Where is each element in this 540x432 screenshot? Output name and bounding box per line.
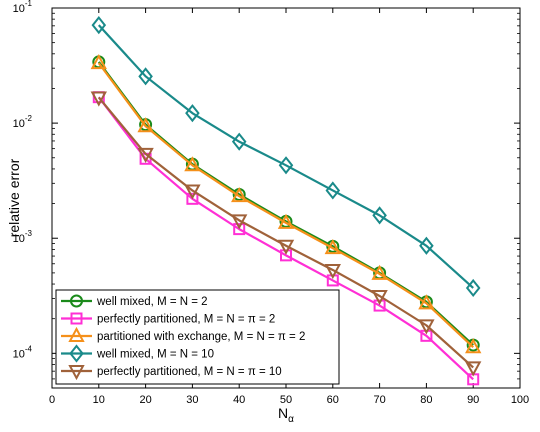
- x-axis-label-subscript: α: [288, 414, 294, 425]
- series-5: [90, 91, 482, 377]
- y-tick-base: 10: [13, 233, 25, 245]
- legend-box: [55, 289, 340, 385]
- data-point: [418, 294, 435, 310]
- data-point: [465, 361, 482, 377]
- series-line: [97, 96, 474, 369]
- y-tick-exponent: -1: [25, 0, 33, 8]
- data-point: [419, 236, 434, 255]
- y-axis-label: relative error: [6, 158, 22, 237]
- legend-label: well mixed, M = N = 2: [96, 296, 208, 308]
- legend-swatch-marker: [70, 312, 83, 325]
- y-tick-exponent: -2: [25, 114, 33, 123]
- data-point: [280, 249, 292, 262]
- data-point: [138, 67, 153, 86]
- data-point: [184, 156, 201, 172]
- series-3: [90, 54, 482, 354]
- data-point: [371, 289, 388, 306]
- legend-label: well mixed, M = N = 10: [96, 349, 214, 361]
- data-point: [184, 184, 201, 200]
- data-point: [186, 192, 199, 205]
- data-point: [465, 278, 481, 298]
- data-point: [90, 54, 107, 70]
- data-point: [373, 299, 386, 312]
- data-point: [324, 239, 341, 255]
- legend-swatch-marker: [70, 294, 83, 308]
- x-tick-label: 50: [280, 394, 292, 406]
- data-point: [231, 214, 248, 230]
- data-point: [277, 239, 295, 255]
- y-tick-exponent: -3: [25, 229, 33, 238]
- data-point: [137, 117, 154, 133]
- legend-swatch-marker: [68, 365, 85, 381]
- legend-item: perfectly partitioned, M = N = π = 2: [61, 312, 275, 326]
- x-tick-label: 80: [420, 394, 432, 406]
- data-point: [418, 319, 435, 335]
- y-tick-label: 10-1: [13, 0, 33, 15]
- legend-label: partitioned with exchange, M = N = π = 2: [97, 331, 305, 343]
- y-tick-label: 10-4: [13, 344, 33, 360]
- legend-label: perfectly partitioned, M = N = π = 10: [97, 366, 282, 378]
- x-axis-label: Nα: [278, 405, 294, 425]
- data-point: [277, 213, 295, 229]
- legend-label: perfectly partitioned, M = N = π = 2: [97, 314, 275, 326]
- y-tick-base: 10: [13, 118, 25, 130]
- x-tick-label: 60: [327, 394, 339, 406]
- legend-item: partitioned with exchange, M = N = π = 2: [61, 326, 305, 343]
- x-tick-label: 90: [467, 394, 479, 406]
- x-tick-label: 30: [186, 394, 198, 406]
- data-point: [233, 223, 246, 236]
- legend-item: perfectly partitioned, M = N = π = 10: [61, 365, 282, 381]
- legend-item: well mixed, M = N = 2: [61, 294, 208, 308]
- data-point: [137, 147, 154, 164]
- data-point: [324, 263, 341, 280]
- y-tick-exponent: -4: [25, 344, 33, 353]
- x-tick-label: 10: [93, 394, 105, 406]
- legend: well mixed, M = N = 2 perfectly partition…: [55, 289, 340, 385]
- y-tick-base: 10: [13, 348, 25, 360]
- data-point: [231, 187, 248, 203]
- data-point: [465, 338, 482, 354]
- data-point: [185, 104, 200, 123]
- data-point: [278, 156, 294, 175]
- data-point: [91, 16, 107, 35]
- series-layer: [90, 16, 482, 386]
- x-tick-label: 100: [511, 394, 529, 406]
- data-point: [325, 181, 341, 200]
- data-point: [231, 132, 247, 151]
- series-line: [97, 96, 474, 381]
- data-point: [372, 206, 387, 225]
- series-4: [91, 16, 481, 298]
- x-tick-label: 0: [49, 394, 55, 406]
- x-tick-label: 20: [139, 394, 151, 406]
- legend-swatch-marker: [68, 326, 85, 342]
- series-line: [97, 62, 474, 349]
- x-axis-label-main: N: [278, 405, 288, 421]
- legend-item: well mixed, M = N = 10: [61, 344, 214, 363]
- y-tick-label: 10-3: [13, 229, 33, 245]
- data-point: [371, 264, 388, 280]
- series-line: [97, 24, 474, 289]
- y-tick-label: 10-2: [13, 114, 33, 130]
- y-tick-base: 10: [13, 3, 25, 15]
- legend-swatch-marker: [69, 344, 84, 363]
- x-tick-label: 70: [373, 394, 385, 406]
- data-point: [90, 91, 107, 107]
- x-tick-label: 40: [233, 394, 245, 406]
